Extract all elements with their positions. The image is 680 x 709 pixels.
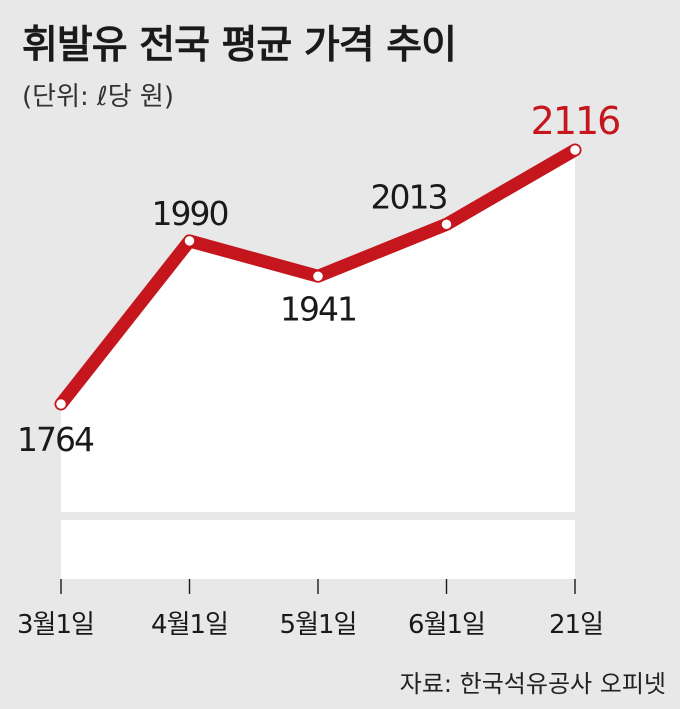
chart-unit: (단위: ℓ당 원) <box>22 82 174 112</box>
x-axis: 3월1일 4월1일 5월1일 6월1일 21일 <box>17 579 604 640</box>
x-tick-label: 3월1일 <box>17 610 94 640</box>
data-label: 1990 <box>152 194 228 233</box>
data-point <box>568 143 582 157</box>
x-tick-label: 4월1일 <box>151 610 228 640</box>
data-label: 2013 <box>371 177 447 216</box>
series <box>54 143 582 411</box>
data-label: 2116 <box>531 99 620 143</box>
data-point <box>54 397 68 411</box>
x-tick-label: 21일 <box>549 610 603 640</box>
plot-area <box>61 150 575 579</box>
source-note: 자료: 한국석유공사 오피넷 <box>399 670 666 698</box>
data-labels: 1764 1990 1941 2013 2116 <box>17 99 621 459</box>
data-label: 1941 <box>280 289 356 328</box>
x-tick-label: 6월1일 <box>408 610 485 640</box>
area-fill <box>61 150 575 512</box>
data-point <box>183 234 196 248</box>
data-point <box>440 218 453 231</box>
data-label: 1764 <box>17 420 94 459</box>
chart-title: 휘발유 전국 평균 가격 추이 <box>22 23 457 68</box>
data-point <box>311 270 325 283</box>
area-fill-lower <box>61 520 575 579</box>
x-tick-label: 5월1일 <box>280 610 357 640</box>
